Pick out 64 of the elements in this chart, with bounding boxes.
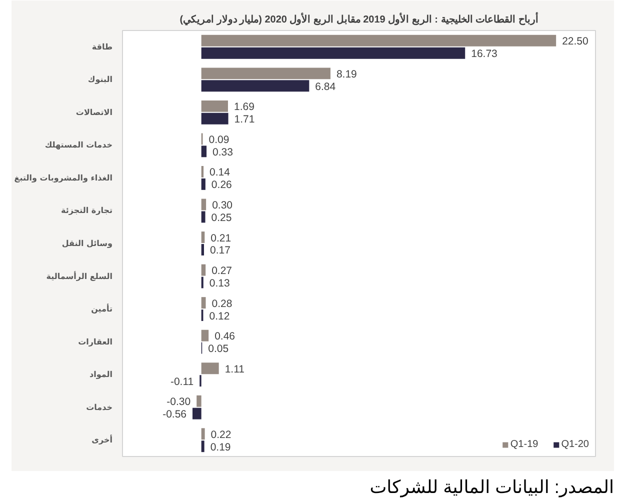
bar xyxy=(201,68,330,80)
bar xyxy=(201,211,206,223)
bar xyxy=(201,330,209,342)
y-tick-label: البنوك xyxy=(88,75,113,84)
data-label: 0.22 xyxy=(210,428,232,441)
bar xyxy=(201,297,206,309)
bar xyxy=(201,47,466,59)
data-label: 0.30 xyxy=(212,200,233,212)
y-tick-label: السلع الرأسمالية xyxy=(46,270,113,281)
data-label: 0.26 xyxy=(211,179,232,192)
data-label: 0.46 xyxy=(214,330,236,343)
data-label: 22.50 xyxy=(562,36,589,48)
bar xyxy=(201,178,206,190)
y-tick-label: الاتصالات xyxy=(76,108,113,117)
y-tick-label: خدمات xyxy=(86,402,113,412)
legend-label: Q1-19 xyxy=(510,439,538,450)
data-label: 1.71 xyxy=(234,114,255,126)
y-tick-label: طاقة xyxy=(92,42,113,52)
data-label: 0.13 xyxy=(209,277,230,290)
data-label: 0.17 xyxy=(210,244,231,257)
data-label: 16.73 xyxy=(471,48,498,60)
data-label: 1.11 xyxy=(224,363,245,376)
y-tick-label: وسائل النقل xyxy=(62,239,113,248)
bar xyxy=(196,395,202,407)
data-label: 0.25 xyxy=(211,212,232,224)
y-tick-label: خدمات المستهلك xyxy=(44,140,113,150)
data-label: -0.11 xyxy=(170,376,194,388)
bar xyxy=(201,232,205,243)
text: المصدر: البيانات المالية للشركات xyxy=(370,476,614,500)
data-label: 0.09 xyxy=(208,134,230,146)
y-tick-label: أخرى xyxy=(92,434,113,445)
data-label: 6.84 xyxy=(315,80,336,93)
y-tick-label: المواد xyxy=(90,370,113,380)
chart-title: أرباح القطاعات الخليجية : الربع الأول 2019 مقابل الربع الأول 2020 (مليار دولار امريكي) xyxy=(180,12,538,26)
data-label: 0.12 xyxy=(209,310,230,322)
bar xyxy=(201,440,204,452)
bar xyxy=(201,80,310,92)
bar xyxy=(201,198,206,210)
data-label: 8.19 xyxy=(336,68,358,80)
data-label: 0.28 xyxy=(212,298,232,310)
y-tick-label: تأمين xyxy=(91,304,113,314)
y-tick-label: العقارات xyxy=(78,337,113,346)
data-label: 0.21 xyxy=(210,232,232,244)
data-label: 0.05 xyxy=(208,343,229,356)
data-label: -0.56 xyxy=(162,408,187,421)
data-label: 1.69 xyxy=(234,101,255,114)
y-tick-label: الغذاء والمشروبات والتبغ xyxy=(14,173,113,182)
data-label: 0.14 xyxy=(210,166,230,179)
bar xyxy=(201,146,207,158)
legend-label: Q1-20 xyxy=(561,439,589,450)
bar xyxy=(201,100,228,112)
data-label: 0.33 xyxy=(212,146,234,158)
data-label: 0.27 xyxy=(212,265,232,278)
bar xyxy=(201,362,219,374)
data-label: -0.30 xyxy=(166,396,191,408)
bar xyxy=(201,34,556,46)
bar xyxy=(201,428,205,440)
bar xyxy=(201,244,204,256)
bar xyxy=(201,166,204,178)
y-tick-label: تجارة التجزئة xyxy=(61,206,113,216)
bar xyxy=(192,408,202,420)
data-label: 0.19 xyxy=(210,441,231,454)
bar xyxy=(201,112,228,124)
bar xyxy=(201,264,206,276)
